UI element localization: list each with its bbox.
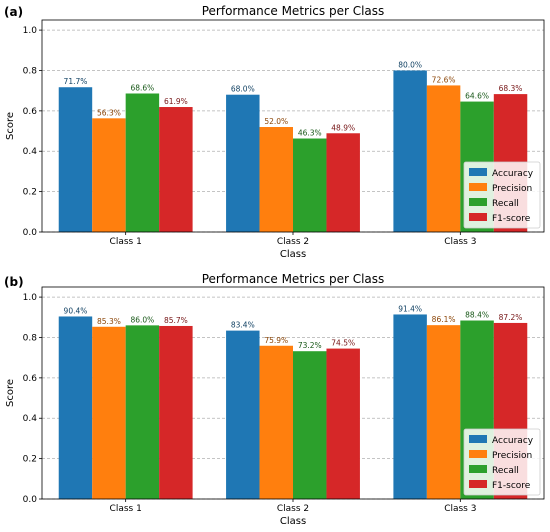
data-label: 91.4% [398, 304, 422, 313]
y-tick-label: 0.4 [23, 147, 38, 157]
data-label: 80.0% [398, 60, 422, 69]
bar-accuracy [226, 94, 260, 232]
bar-precision [426, 85, 461, 232]
data-label: 83.4% [231, 321, 255, 330]
legend-swatch [469, 213, 487, 221]
panel-label-a: (a) [4, 5, 23, 19]
plot-frame [41, 286, 545, 500]
bar-accuracy [393, 314, 427, 499]
data-label: 64.6% [465, 92, 489, 101]
data-label: 68.3% [499, 84, 523, 93]
chart-b: Performance Metrics per Class 0.0 0.2 0.4 0.… [5, 272, 545, 527]
bar-accuracy [226, 330, 260, 499]
chart-title: Performance Metrics per Class [202, 272, 385, 286]
data-label: 85.3% [97, 317, 121, 326]
bar-f1-score [326, 133, 360, 232]
data-label: 85.7% [164, 316, 188, 325]
data-label: 48.9% [331, 123, 355, 132]
legend-label: Recall [492, 466, 519, 476]
y-axis-label: Score [5, 112, 16, 140]
bar-precision [92, 326, 126, 499]
legend-label: Recall [492, 199, 519, 209]
legend-label: Precision [492, 184, 532, 194]
y-tick-label: 0.2 [23, 188, 37, 198]
legend-swatch [469, 198, 487, 206]
legend-label: F1-score [492, 481, 531, 491]
data-label: 75.9% [264, 336, 288, 345]
x-axis-label: Class [280, 516, 306, 527]
y-tick-label: 0.6 [23, 374, 38, 384]
data-label: 61.9% [164, 97, 188, 106]
bar-recall [293, 351, 327, 499]
legend-swatch [469, 183, 487, 191]
legend-swatch [469, 465, 487, 473]
x-tick-label: Class 2 [277, 504, 309, 514]
data-label: 68.6% [130, 83, 154, 92]
plot-frame [41, 19, 545, 233]
chart-title: Performance Metrics per Class [202, 4, 385, 18]
data-label: 52.0% [264, 117, 288, 126]
data-label: 72.6% [432, 75, 456, 84]
bar-f1-score [159, 325, 193, 499]
legend-label: Precision [492, 451, 532, 461]
bar-f1-score [326, 348, 360, 499]
data-label: 86.1% [432, 315, 456, 324]
x-tick-label: Class 1 [110, 237, 142, 247]
y-tick-label: 0.8 [23, 333, 38, 343]
panel-label-b: (b) [4, 275, 24, 289]
y-tick-label: 0.0 [23, 495, 38, 505]
legend-label: F1-score [492, 214, 531, 224]
legend-swatch [469, 480, 487, 488]
y-tick-label: 1.0 [23, 293, 38, 303]
bar-recall [125, 93, 160, 232]
data-label: 90.4% [64, 306, 88, 315]
data-label: 46.3% [298, 129, 322, 138]
data-label: 87.2% [499, 313, 523, 322]
bar-recall [293, 138, 327, 232]
y-tick-label: 0.4 [23, 414, 38, 424]
bar-precision [259, 345, 293, 499]
data-label: 71.7% [64, 77, 88, 86]
data-label: 56.3% [97, 108, 121, 117]
bar-precision [92, 118, 126, 232]
legend-swatch [469, 450, 487, 458]
legend-box [463, 161, 541, 229]
data-label: 86.0% [130, 315, 154, 324]
bar-precision [259, 127, 293, 232]
bar-accuracy [393, 70, 427, 232]
y-tick-label: 0.8 [23, 66, 38, 76]
legend-label: Accuracy [492, 169, 534, 179]
legend-box [463, 428, 541, 496]
bar-f1-score [159, 107, 193, 232]
legend-swatch [469, 168, 487, 176]
y-tick-label: 1.0 [23, 26, 38, 36]
bar-accuracy [58, 87, 93, 232]
bar-recall [125, 325, 160, 499]
data-label: 68.0% [231, 85, 255, 94]
data-label: 74.5% [331, 339, 355, 348]
legend-label: Accuracy [492, 436, 534, 446]
x-tick-label: Class 3 [444, 504, 476, 514]
x-axis-label: Class [280, 249, 306, 260]
y-tick-label: 0.0 [23, 228, 38, 238]
legend-swatch [469, 435, 487, 443]
y-tick-label: 0.2 [23, 455, 37, 465]
x-tick-label: Class 2 [277, 237, 309, 247]
data-label: 73.2% [298, 341, 322, 350]
chart-a: Performance Metrics per Class 0.0 0.2 0.4 0.… [5, 4, 545, 260]
bar-accuracy [58, 316, 93, 499]
x-tick-label: Class 1 [110, 504, 142, 514]
y-tick-label: 0.6 [23, 107, 38, 117]
data-label: 88.4% [465, 311, 489, 320]
bar-precision [426, 325, 461, 499]
y-axis-label: Score [5, 379, 16, 407]
x-tick-label: Class 3 [444, 237, 476, 247]
